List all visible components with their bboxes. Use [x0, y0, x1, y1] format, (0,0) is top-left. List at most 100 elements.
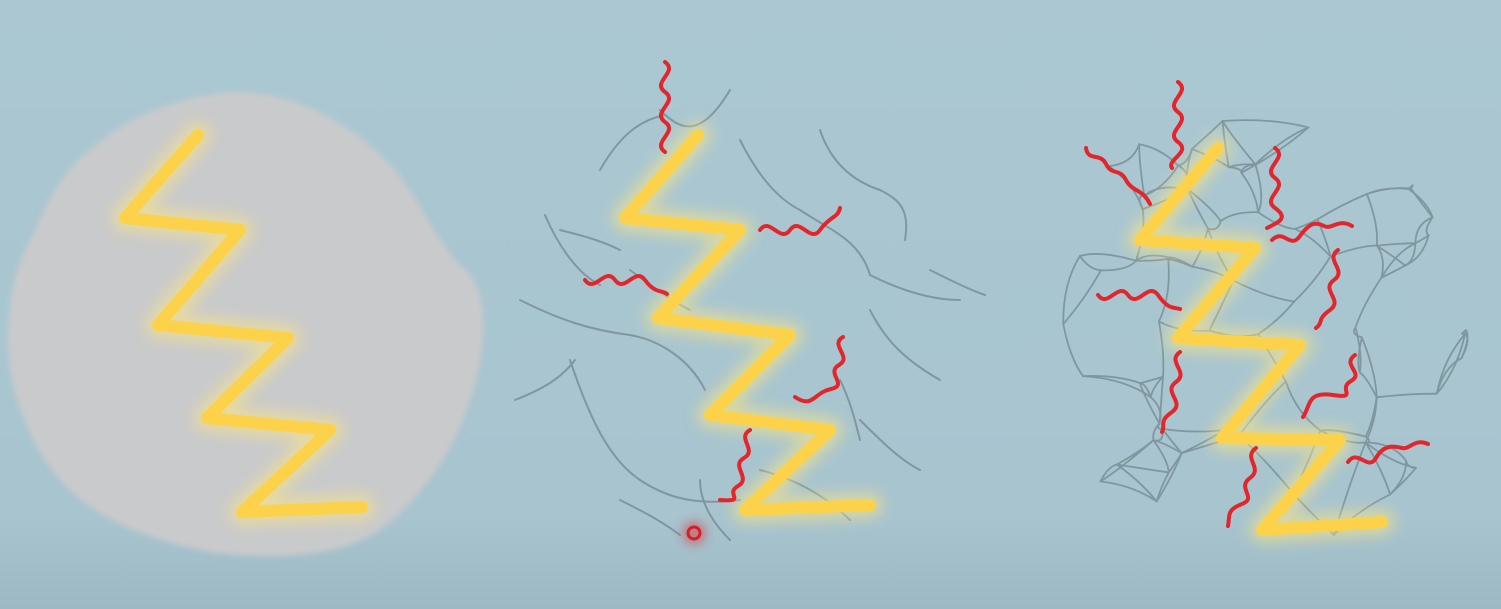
crack-line	[1435, 329, 1467, 395]
crack-line	[1364, 441, 1391, 496]
crack-line	[1079, 253, 1137, 262]
crack-line	[1158, 320, 1165, 378]
crack-line	[1139, 375, 1164, 384]
heat-wave-icon	[1301, 353, 1358, 419]
crack-line	[1221, 119, 1310, 129]
crack-line	[1354, 326, 1362, 374]
crack-line	[1375, 392, 1438, 399]
crack-line	[1353, 326, 1363, 339]
crack-line	[1257, 211, 1296, 230]
crack-line	[1079, 255, 1102, 272]
panel-uncracked	[7, 91, 484, 557]
crack-line	[1100, 259, 1137, 272]
heat-wave-icon	[659, 60, 671, 154]
crack-line	[1293, 255, 1332, 303]
crack-line	[1149, 375, 1164, 398]
crack-line	[1139, 382, 1161, 425]
crack-line	[1380, 242, 1417, 279]
crack-line	[1375, 244, 1384, 279]
zigzag-filament-icon	[619, 129, 876, 516]
crack-line	[1099, 480, 1158, 503]
heat-wave-icon	[1346, 440, 1430, 465]
crack-line	[1138, 143, 1180, 167]
crack-line	[1082, 375, 1152, 398]
heat-wave-icon	[1270, 221, 1354, 243]
crack-line	[1294, 228, 1332, 258]
crack-line	[1408, 188, 1434, 219]
crack-line	[1425, 216, 1434, 237]
crack-line	[1389, 460, 1407, 496]
crack-line	[1135, 257, 1169, 262]
crack-line	[1364, 396, 1378, 438]
crack-line	[1168, 256, 1194, 268]
crack-line	[1152, 439, 1183, 454]
crack-network-partial	[514, 89, 986, 541]
crack-line	[1410, 187, 1434, 219]
crack-line	[1364, 441, 1417, 469]
heat-wave-icon	[793, 335, 846, 404]
crack-line	[1152, 422, 1161, 442]
heat-wave-icon	[583, 274, 669, 296]
crack-line	[1161, 427, 1183, 454]
heat-wave-icon	[1314, 248, 1341, 330]
crack-line	[1062, 323, 1084, 377]
crack-line	[1294, 218, 1319, 230]
crack-line	[1408, 184, 1414, 190]
heat-waves-full	[1084, 80, 1430, 528]
crack-line	[1435, 333, 1466, 395]
crack-line	[1389, 466, 1417, 496]
crack-line	[1254, 126, 1310, 166]
crack-line	[1354, 276, 1383, 329]
cursor-dot-icon	[682, 521, 706, 545]
crack-line	[1191, 120, 1224, 150]
crack-line	[1361, 336, 1378, 399]
heat-waves-partial	[583, 60, 846, 503]
panel-fully-cracked	[1062, 80, 1469, 543]
crack-line	[1108, 143, 1141, 168]
heat-wave-icon	[1160, 350, 1183, 434]
crack-line	[1284, 380, 1322, 432]
crack-line	[1115, 463, 1170, 474]
crack-line	[1460, 333, 1469, 359]
crack-line	[1240, 171, 1260, 214]
crack-line	[1152, 439, 1170, 474]
heat-wave-icon	[758, 206, 842, 236]
crack-line	[1414, 216, 1434, 245]
heat-wave-icon	[1096, 289, 1182, 311]
crack-line	[1207, 220, 1222, 231]
crack-line	[1158, 375, 1164, 425]
crack-line	[1158, 257, 1170, 323]
crack-line	[1227, 166, 1243, 174]
crack-line	[1062, 255, 1081, 326]
crack-line	[1257, 300, 1296, 335]
panel-partially-cracked	[514, 60, 986, 545]
crack-line	[1404, 242, 1417, 267]
crack-line	[1143, 164, 1180, 197]
crack-line	[1366, 193, 1378, 247]
crack-line	[1358, 371, 1378, 399]
zigzag-filament-icon	[1134, 142, 1388, 536]
crack-line	[1366, 187, 1412, 195]
crack-line	[1221, 120, 1257, 166]
crack-line	[1099, 463, 1118, 483]
crack-line	[1375, 244, 1406, 267]
crack-line	[1062, 269, 1102, 326]
heat-wave-icon	[1084, 146, 1152, 206]
heat-wave-icon	[1169, 80, 1185, 170]
crack-line	[1138, 143, 1146, 197]
crack-line	[1219, 211, 1260, 222]
crack-line	[1135, 254, 1171, 262]
crack-line	[1099, 439, 1155, 483]
crack-line	[1232, 279, 1296, 303]
crack-network-full	[1062, 119, 1469, 536]
heat-wave-icon	[1226, 446, 1258, 528]
heat-wave-icon	[1265, 146, 1284, 230]
crack-line	[1375, 242, 1417, 247]
crack-line	[1435, 357, 1463, 395]
crack-line	[1254, 163, 1263, 214]
zigzag-filament-icon	[119, 129, 368, 518]
crack-line	[1404, 234, 1430, 267]
crack-line	[1316, 193, 1368, 221]
